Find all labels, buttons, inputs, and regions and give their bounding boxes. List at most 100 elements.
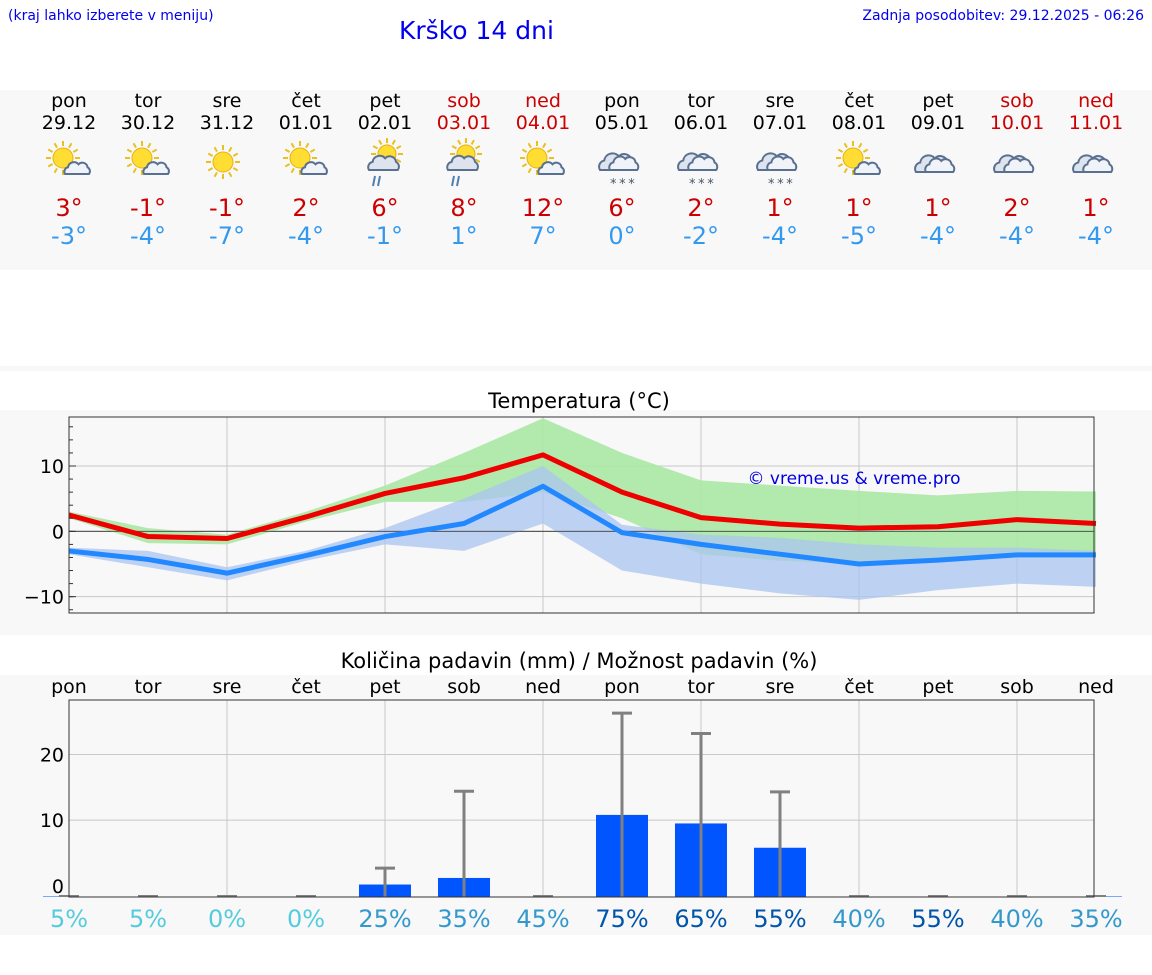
day-column: čet 01.01 2° -4°: [266, 90, 346, 250]
temp-max: 2°: [687, 194, 715, 222]
temp-min: 1°: [450, 222, 478, 250]
day-column: ned 04.01 12° 7°: [503, 90, 583, 250]
temp-min: -7°: [209, 222, 245, 250]
precip-day-label: sre: [213, 676, 242, 698]
cloud-sleet-icon: * * *: [677, 152, 719, 192]
day-name: čet: [291, 90, 321, 112]
day-column: sre 07.01 * * * 1° -4°: [740, 90, 820, 250]
sun-cloud-rain-icon: [446, 138, 482, 187]
day-column: pon 05.01 * * * 6° 0°: [582, 90, 662, 250]
precip-day-label: pon: [51, 676, 87, 698]
temp-max: 1°: [924, 194, 952, 222]
precip-tick-label: 10: [40, 810, 64, 832]
temp-min: -4°: [130, 222, 166, 250]
day-name: pet: [922, 90, 954, 112]
day-date: 07.01: [752, 112, 808, 134]
precip-day-label: tor: [688, 676, 715, 698]
precip-probability-label: 40%: [990, 905, 1043, 933]
precip-plot-frame: [68, 699, 1095, 898]
precip-probability-label: 55%: [753, 905, 806, 933]
temp-min: -4°: [288, 222, 324, 250]
temp-tick-label: 10: [40, 456, 64, 478]
svg-text:* * *: * * *: [689, 177, 714, 192]
day-column: sob 10.01 2° -4°: [977, 90, 1057, 250]
precip-day-label: ned: [1078, 676, 1114, 698]
precip-day-label: čet: [291, 676, 321, 698]
cloud-icon: [993, 154, 1035, 173]
sun-cloud-icon: [520, 141, 565, 175]
temp-max: 12°: [521, 194, 565, 222]
sun-icon: [206, 145, 240, 179]
precip-probability-label: 0%: [287, 905, 325, 933]
cloud-icon: [1072, 154, 1114, 173]
temp-min: 7°: [529, 222, 557, 250]
temp-min: -4°: [1078, 222, 1114, 250]
separator-band: [0, 366, 1152, 371]
precip-probability-label: 40%: [832, 905, 885, 933]
precip-day-label: tor: [135, 676, 162, 698]
day-column: tor 06.01 * * * 2° -2°: [661, 90, 741, 250]
temp-tick-label: 0: [52, 521, 64, 543]
temp-min: -4°: [920, 222, 956, 250]
day-column: pon 29.12 3° -3°: [29, 90, 109, 250]
precip-probability-label: 25%: [358, 905, 411, 933]
day-date: 08.01: [831, 112, 887, 134]
precip-day-label: sre: [766, 676, 795, 698]
temp-chart-title: Temperatura (°C): [487, 389, 670, 413]
precip-probability-label: 5%: [50, 905, 88, 933]
sun-cloud-icon: [283, 141, 328, 175]
day-date: 10.01: [989, 112, 1045, 134]
day-date: 11.01: [1068, 112, 1124, 134]
precip-day-label: sob: [1000, 676, 1034, 698]
day-name: ned: [525, 90, 561, 112]
day-date: 09.01: [910, 112, 966, 134]
day-date: 30.12: [120, 112, 176, 134]
temp-min: -4°: [762, 222, 798, 250]
day-name: sob: [447, 90, 481, 112]
day-name: pon: [604, 90, 640, 112]
temp-max: 6°: [608, 194, 636, 222]
temp-min: 0°: [608, 222, 636, 250]
precip-day-label: ned: [525, 676, 561, 698]
sun-cloud-icon: [125, 141, 170, 175]
day-date: 02.01: [357, 112, 413, 134]
temp-max: 2°: [292, 194, 320, 222]
watermark: © vreme.us & vreme.pro: [747, 469, 960, 489]
day-column: pet 09.01 1° -4°: [898, 90, 978, 250]
region-menu-hint[interactable]: (kraj lahko izberete v meniju): [8, 8, 214, 24]
svg-text:* * *: * * *: [610, 177, 635, 192]
precip-probability-label: 65%: [674, 905, 727, 933]
temp-max: 1°: [766, 194, 794, 222]
svg-text:* * *: * * *: [768, 177, 793, 192]
day-date: 06.01: [673, 112, 729, 134]
sun-cloud-icon: [836, 141, 881, 175]
precip-day-label: sob: [447, 676, 481, 698]
precip-day-label: čet: [844, 676, 874, 698]
precip-day-label: pon: [604, 676, 640, 698]
temp-max: 1°: [845, 194, 873, 222]
temp-max: 3°: [55, 194, 83, 222]
temp-plot-frame: [68, 416, 1095, 614]
precip-day-label: pet: [369, 676, 400, 698]
precip-probability-label: 35%: [437, 905, 490, 933]
temp-max: 1°: [1082, 194, 1110, 222]
day-date: 03.01: [436, 112, 492, 134]
temp-min: -2°: [683, 222, 719, 250]
precip-probability-label: 55%: [911, 905, 964, 933]
day-column: sob 03.01 8° 1°: [424, 90, 504, 250]
page-title: Krško 14 dni: [399, 16, 554, 45]
forecast-days-band: [0, 90, 1152, 270]
temp-max-line: [68, 452, 1097, 542]
temp-max: 8°: [450, 194, 478, 222]
temp-max: 6°: [371, 194, 399, 222]
day-date: 01.01: [278, 112, 334, 134]
last-update: Zadnja posodobitev: 29.12.2025 - 06:26: [862, 8, 1144, 24]
temp-min: -1°: [367, 222, 403, 250]
temp-min: -3°: [51, 222, 87, 250]
temp-min-band: [69, 466, 1096, 600]
day-column: tor 30.12 -1° -4°: [108, 90, 188, 250]
day-name: pet: [369, 90, 401, 112]
temp-max: -1°: [209, 194, 245, 222]
day-name: sre: [212, 90, 242, 112]
